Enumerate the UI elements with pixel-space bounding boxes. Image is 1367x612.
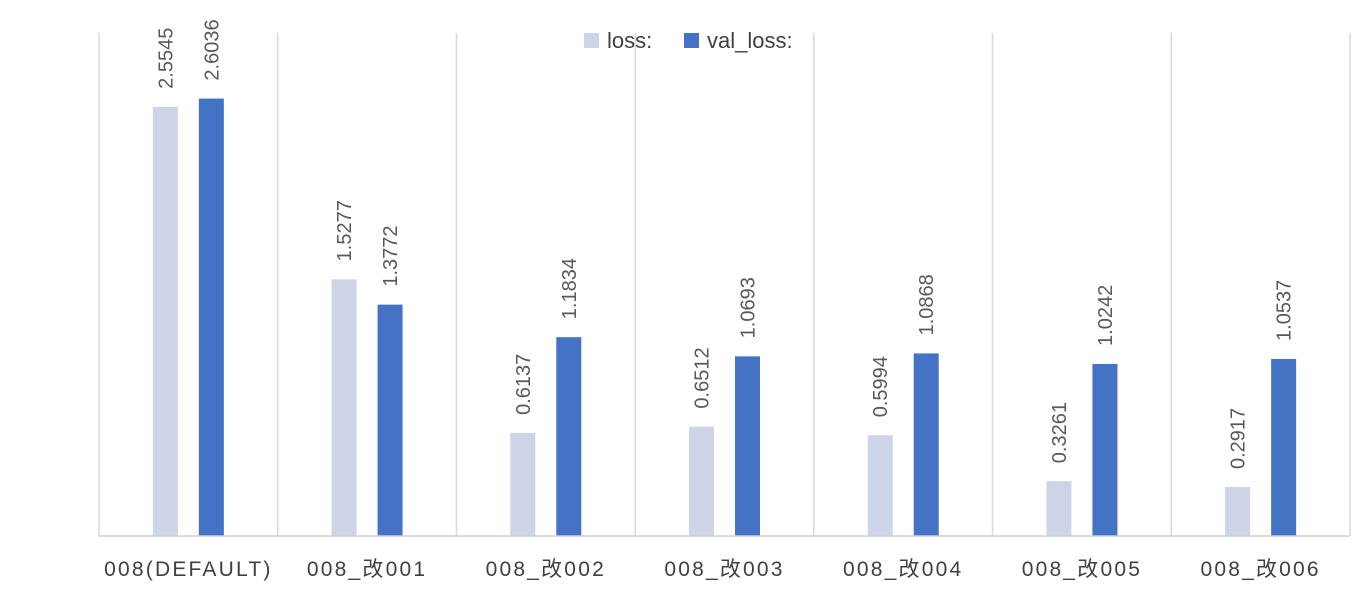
- data-labels: 2.5545 2.6036 1.5277 1.3772 0.6137 1.1834 0.65…: [155, 19, 1295, 469]
- bar-val-loss: [1092, 363, 1118, 536]
- data-label: 2.6036: [201, 19, 223, 80]
- bar-val-loss: [377, 304, 403, 536]
- bar-loss: [152, 106, 178, 537]
- grid-lines: [98, 33, 1351, 536]
- data-label: 0.6512: [692, 347, 714, 408]
- x-tick-label: 008_改005: [1022, 558, 1142, 581]
- bar-loss: [510, 432, 536, 536]
- bar-val-loss: [556, 337, 582, 536]
- data-label: 1.0242: [1095, 285, 1117, 346]
- x-tick-label: 008_改002: [486, 558, 606, 581]
- x-tick-label: 008_改003: [664, 558, 784, 581]
- data-label: 0.5994: [870, 356, 892, 417]
- x-tick-label: 008_改006: [1200, 558, 1320, 581]
- legend-label-val-loss: val_loss:: [707, 28, 793, 53]
- x-tick-label: 008(DEFAULT): [104, 558, 272, 581]
- data-label: 1.0868: [916, 274, 938, 335]
- bar-loss: [331, 279, 357, 536]
- x-axis: 008(DEFAULT) 008_改001 008_改002 008_改003 008_…: [99, 535, 1350, 581]
- data-label: 1.0537: [1274, 280, 1296, 341]
- x-tick-label: 008_改001: [307, 558, 427, 581]
- data-label: 1.3772: [380, 225, 402, 286]
- data-label: 0.6137: [513, 354, 535, 415]
- bar-loss: [1225, 486, 1251, 536]
- data-label: 1.0693: [738, 277, 760, 338]
- bar-val-loss: [735, 356, 760, 536]
- bar-val-loss: [198, 98, 224, 536]
- legend: loss: val_loss:: [584, 28, 793, 53]
- x-tick-label: 008_改004: [843, 558, 963, 581]
- data-label: 0.2917: [1228, 408, 1250, 469]
- data-label: 1.1834: [559, 258, 581, 319]
- legend-swatch-loss: [584, 33, 599, 48]
- legend-swatch-val-loss: [684, 33, 699, 48]
- bars: [152, 98, 1297, 537]
- legend-label-loss: loss:: [607, 28, 652, 53]
- bar-val-loss: [913, 353, 939, 536]
- bar-loss: [1046, 481, 1072, 536]
- bar-loss: [867, 435, 893, 536]
- data-label: 0.3261: [1049, 402, 1071, 463]
- data-label: 1.5277: [334, 200, 356, 261]
- bar-loss: [689, 426, 714, 536]
- bar-val-loss: [1271, 358, 1297, 536]
- data-label: 2.5545: [155, 28, 177, 89]
